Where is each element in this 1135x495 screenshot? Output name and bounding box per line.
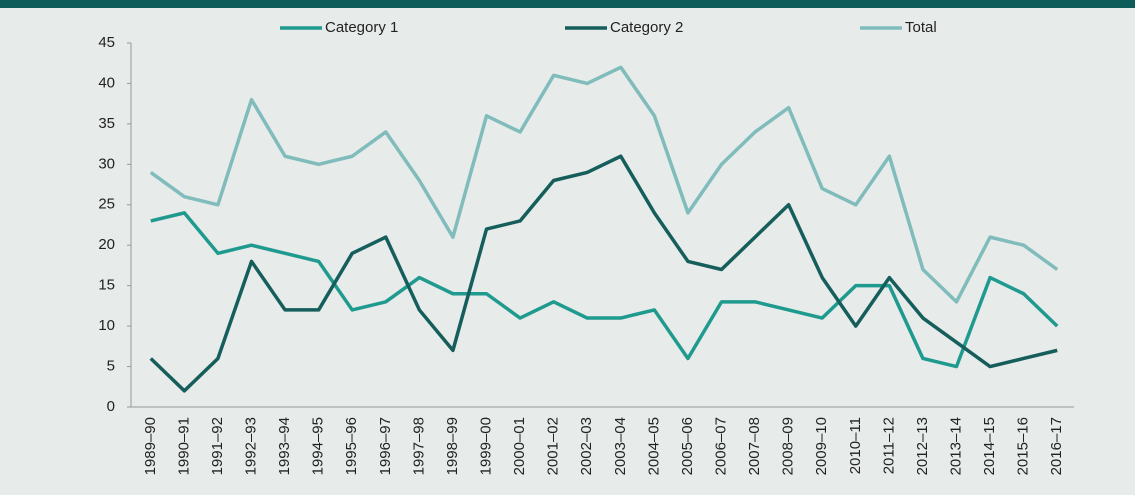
line-series xyxy=(150,211,1059,369)
x-tick-label: 2000–01 xyxy=(511,417,528,475)
x-tick-label: 2014–15 xyxy=(981,417,998,475)
x-tick-label: 2016–17 xyxy=(1048,417,1065,475)
legend-label: Category 2 xyxy=(610,19,683,36)
y-tick-label: 45 xyxy=(98,34,115,51)
x-tick-label: 2013–14 xyxy=(947,417,964,475)
x-tick-label: 2009–10 xyxy=(813,417,830,475)
x-tick-label: 2005–06 xyxy=(679,417,696,475)
y-tick-label: 20 xyxy=(98,236,115,253)
y-tick-label: 30 xyxy=(98,155,115,172)
x-tick-label: 2003–04 xyxy=(612,417,629,475)
legend-label: Category 1 xyxy=(325,19,398,36)
x-tick-label: 1991–92 xyxy=(209,417,226,475)
x-tick-label: 2012–13 xyxy=(914,417,931,475)
x-tick-label: 2002–03 xyxy=(578,417,595,475)
y-tick-label: 5 xyxy=(107,358,115,375)
x-tick-label: 2006–07 xyxy=(712,417,729,475)
x-tick-label: 1993–94 xyxy=(276,417,293,475)
x-tick-label: 1995–96 xyxy=(343,417,360,475)
x-tick-label: 1994–95 xyxy=(310,417,327,475)
legend-label: Total xyxy=(905,19,937,36)
x-tick-label: 1999–00 xyxy=(477,417,494,475)
x-tick-label: 2008–09 xyxy=(780,417,797,475)
x-tick-label: 2004–05 xyxy=(645,417,662,475)
header-band xyxy=(0,0,1135,8)
line-series xyxy=(149,65,1059,304)
x-tick-label: 1990–91 xyxy=(175,417,192,475)
y-tick-label: 40 xyxy=(98,74,115,91)
x-tick-label: 2007–08 xyxy=(746,417,763,475)
x-tick-label: 2010–11 xyxy=(847,417,864,474)
x-tick-label: 2001–02 xyxy=(545,417,562,475)
y-tick-label: 10 xyxy=(98,317,115,334)
x-tick-label: 1997–98 xyxy=(410,417,427,475)
y-tick-label: 35 xyxy=(98,115,115,132)
y-tick-label: 25 xyxy=(98,196,115,213)
x-tick-label: 1989–90 xyxy=(142,417,159,475)
line-series xyxy=(149,154,1058,393)
x-tick-label: 1992–93 xyxy=(242,417,259,475)
x-tick-label: 1996–97 xyxy=(377,417,394,475)
x-tick-label: 2011–12 xyxy=(880,417,897,474)
x-tick-label: 1998–99 xyxy=(444,417,461,475)
y-tick-label: 15 xyxy=(98,277,115,294)
y-tick-label: 0 xyxy=(107,398,115,415)
x-tick-label: 2015–16 xyxy=(1015,417,1032,475)
